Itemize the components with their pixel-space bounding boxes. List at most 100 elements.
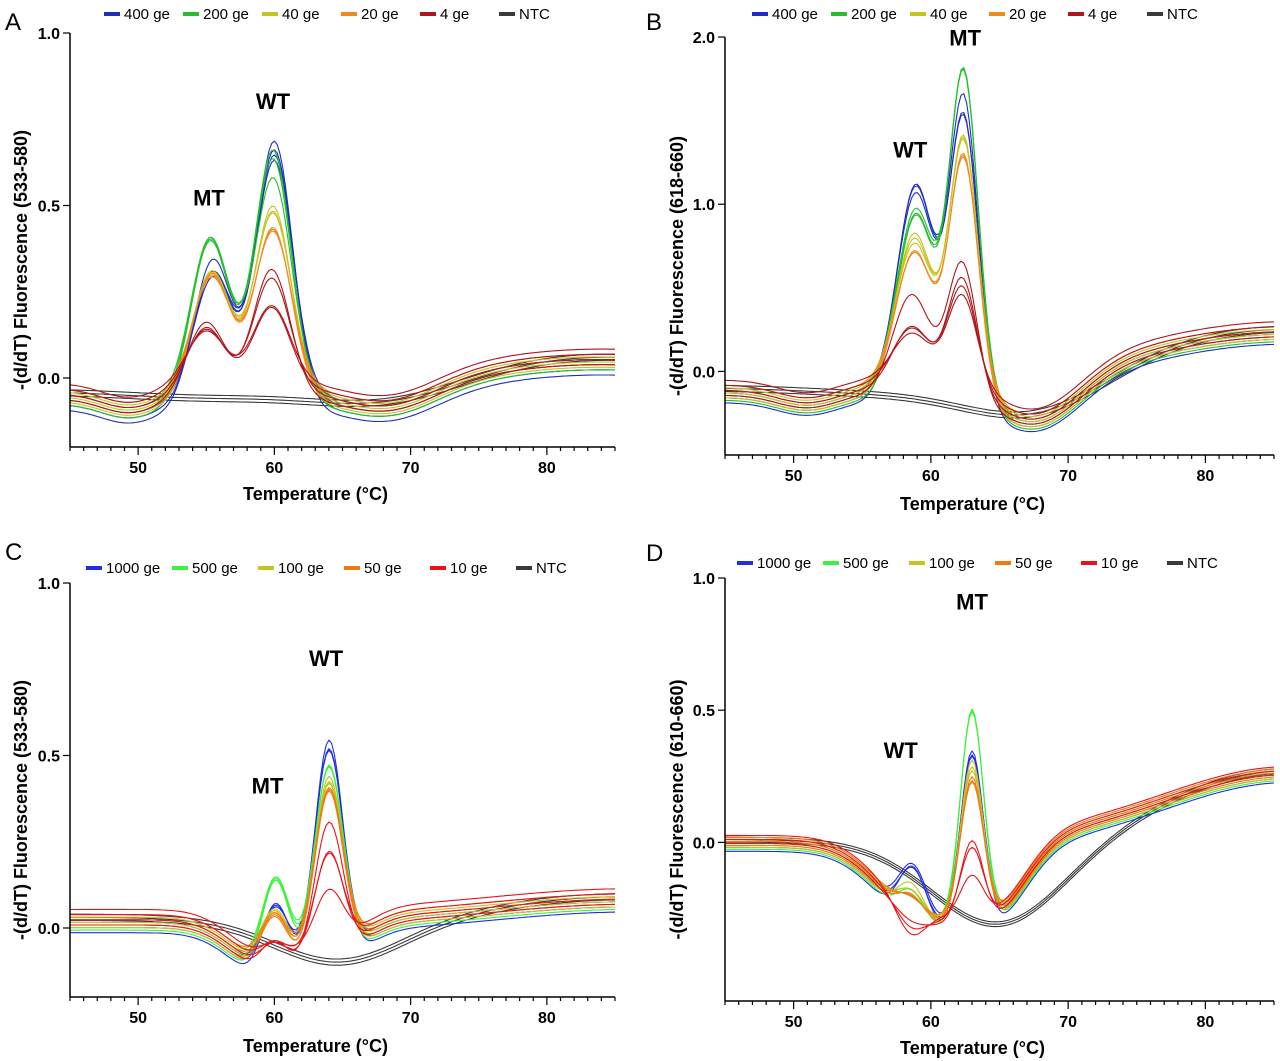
legend-entry: 400 ge <box>124 6 170 23</box>
series-curve <box>69 268 616 414</box>
y-axis-title: -(d/dT) Fluorescence (533-580) <box>11 680 31 940</box>
legend-entry: 1000 ge <box>757 555 811 572</box>
series-curve <box>70 893 616 960</box>
x-tick-label: 70 <box>402 460 420 477</box>
y-axis-title: -(d/dT) Fluorescence (610-660) <box>667 679 687 939</box>
panel-label: B <box>646 9 662 36</box>
y-tick-label: 0.5 <box>38 749 60 766</box>
series-curve <box>70 749 615 955</box>
curves <box>724 708 1275 936</box>
x-tick-label: 50 <box>129 460 147 477</box>
series-curve <box>724 293 1274 410</box>
series-curve <box>725 276 1275 420</box>
series-curve <box>725 770 1275 930</box>
peak-annotation: MT <box>949 25 981 50</box>
y-axis-title: -(d/dT) Fluorescence (618-660) <box>667 136 687 396</box>
legend-entry: 200 ge <box>203 6 249 23</box>
series-curve <box>725 766 1275 936</box>
peak-annotation: MT <box>193 186 225 211</box>
legend-entry: 200 ge <box>851 6 897 23</box>
series-curve <box>70 821 615 960</box>
series-curve <box>725 754 1275 918</box>
panel-c: C 1000 ge 500 ge 100 ge 50 ge 10 ge NTC 50 60 70 8… <box>5 539 616 1056</box>
y-tick-label: 0.5 <box>38 199 60 216</box>
series-curve <box>725 708 1275 923</box>
series-curve <box>725 154 1275 420</box>
legend-entry: 20 ge <box>1009 6 1047 23</box>
legend-entry: 400 ge <box>772 6 818 23</box>
y-tick-label: 0.5 <box>693 703 715 720</box>
legend-entry: NTC <box>1167 6 1198 23</box>
series-curve <box>725 750 1275 921</box>
y-tick-label: 0.0 <box>38 371 60 388</box>
x-tick-label: 70 <box>1059 468 1077 485</box>
series-curve <box>724 285 1275 415</box>
y-tick-label: 1.0 <box>38 576 60 593</box>
series-curve <box>724 156 1275 415</box>
legend-entry: NTC <box>519 6 550 23</box>
series-curve <box>724 709 1275 920</box>
legend-entry: 1000 ge <box>106 560 160 577</box>
series-curve <box>69 158 616 414</box>
x-tick-label: 50 <box>129 1010 147 1027</box>
legend-entry: 50 ge <box>364 560 402 577</box>
peak-annotation: WT <box>309 646 344 671</box>
series-curve <box>725 68 1275 420</box>
legend-entry: 500 ge <box>192 560 238 577</box>
x-tick-label: 70 <box>1059 1014 1077 1031</box>
x-axis-title: Temperature (°C) <box>243 1036 388 1056</box>
x-tick-label: 80 <box>538 1010 556 1027</box>
y-tick-label: 1.0 <box>38 26 60 43</box>
series-curve <box>69 277 616 409</box>
legend-entry: 50 ge <box>1015 555 1053 572</box>
x-tick-label: 60 <box>265 1010 283 1027</box>
series-curve <box>724 111 1275 428</box>
series-curve <box>69 205 616 416</box>
curves <box>724 66 1275 433</box>
curves <box>69 140 616 424</box>
y-tick-label: 0.0 <box>38 921 60 938</box>
series-curve <box>724 260 1275 425</box>
x-tick-label: 80 <box>538 460 556 477</box>
x-tick-label: 50 <box>785 1014 803 1031</box>
panel-d: D 1000 ge 500 ge 100 ge 50 ge 10 ge NTC 50 60 70 8… <box>646 540 1275 1058</box>
legend-entry: 10 ge <box>1101 555 1139 572</box>
legend-entry: 4 ge <box>1088 6 1117 23</box>
series-curve <box>724 136 1275 423</box>
panel-b: B 400 ge 200 ge 40 ge 20 ge 4 ge NTC 50 60 70 80 0.… <box>646 6 1275 514</box>
series-curve <box>724 68 1275 430</box>
series-curve <box>725 755 1275 914</box>
panel-label: A <box>5 9 21 36</box>
series-curve <box>724 134 1275 428</box>
series-curve <box>69 212 615 406</box>
series-curve <box>69 140 615 424</box>
x-axis-title: Temperature (°C) <box>900 494 1045 514</box>
peak-annotation: WT <box>893 137 928 162</box>
series-curve <box>69 305 615 398</box>
series-curve <box>724 93 1275 433</box>
x-tick-label: 50 <box>785 468 803 485</box>
legend-entry: 10 ge <box>450 560 488 577</box>
series-curve <box>69 210 616 411</box>
x-tick-label: 60 <box>265 460 283 477</box>
y-axis-title: -(d/dT) Fluorescence (533-580) <box>11 130 31 390</box>
series-curve <box>69 227 616 414</box>
series-curve <box>725 711 1275 917</box>
series-curve <box>69 149 615 419</box>
series-curve <box>724 113 1275 423</box>
series-curve <box>69 230 615 403</box>
series-curve <box>69 306 615 403</box>
series-curve <box>725 774 1275 926</box>
peak-annotation: MT <box>956 590 988 615</box>
legend-entry: NTC <box>1187 555 1218 572</box>
peak-annotation: WT <box>256 89 291 114</box>
series-curve <box>70 766 615 956</box>
series-curve <box>724 152 1275 425</box>
series-curve <box>725 138 1275 418</box>
x-tick-label: 80 <box>1196 1014 1214 1031</box>
x-axis-title: Temperature (°C) <box>900 1038 1045 1058</box>
legend-entry: 4 ge <box>440 6 469 23</box>
peak-annotation: MT <box>252 773 284 798</box>
x-axis-title: Temperature (°C) <box>243 484 388 504</box>
